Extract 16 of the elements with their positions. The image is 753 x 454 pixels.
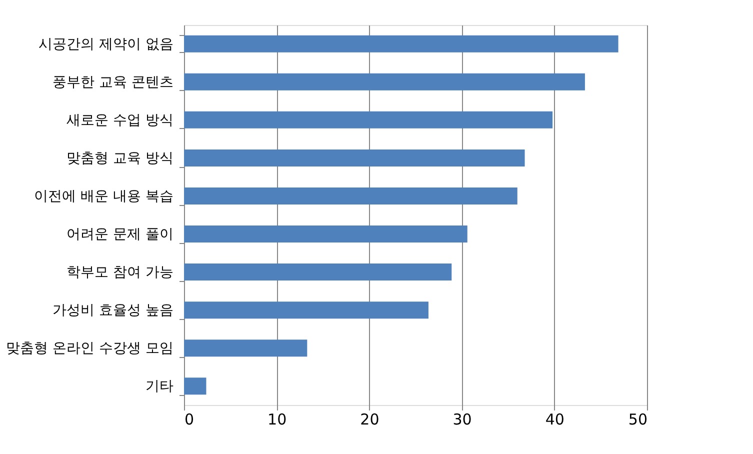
y-tick-label: 시공간의 제약이 없음 <box>38 36 174 52</box>
x-tick-label: 50 <box>628 410 648 428</box>
y-tick-label: 새로운 수업 방식 <box>66 112 174 128</box>
x-tick-label: 10 <box>268 410 287 428</box>
x-tick-label: 20 <box>360 410 380 428</box>
y-tick-label: 학부모 참여 가능 <box>66 264 174 281</box>
x-tick-label: 30 <box>452 410 472 428</box>
y-tick-label: 이전에 배운 내용 복습 <box>34 188 174 204</box>
y-tick-label: 가성비 효율성 높음 <box>52 302 174 319</box>
y-tick-label: 맞춤형 온라인 수강생 모임 <box>6 340 174 357</box>
y-tick-label: 맞춤형 교육 방식 <box>66 150 174 166</box>
y-tick-label: 풍부한 교육 콘텐츠 <box>52 74 174 90</box>
y-tick-label: 어려운 문제 풀이 <box>66 226 174 243</box>
x-tick-label: 40 <box>545 410 564 428</box>
y-tick-label: 기타 <box>146 378 174 395</box>
x-tick-label: 0 <box>184 410 194 428</box>
